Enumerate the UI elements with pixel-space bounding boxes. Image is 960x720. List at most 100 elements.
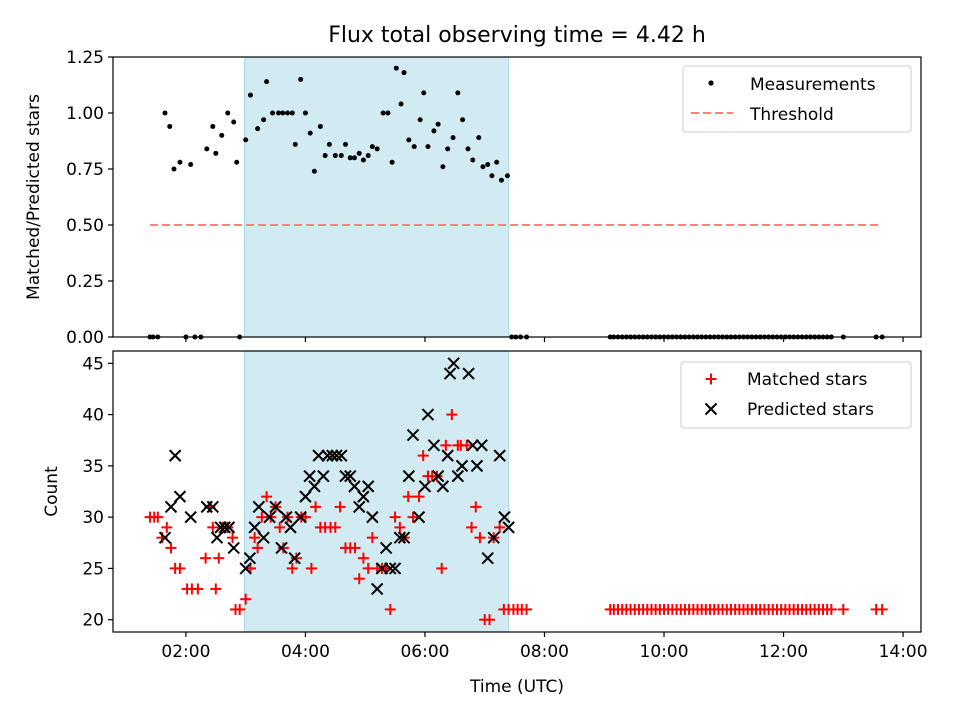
matched-star-point <box>825 603 837 615</box>
measurement-point <box>369 144 375 150</box>
predicted-star-point <box>248 521 261 534</box>
predicted-star-point <box>421 408 435 421</box>
measurement-point <box>264 79 270 85</box>
predicted-star-point <box>299 490 312 503</box>
predicted-star-point <box>284 521 297 534</box>
ratio-y-axis-label: Matched/Predicted stars <box>24 94 44 300</box>
y-tick-label: 40 <box>82 406 104 426</box>
predicted-star-point <box>502 521 515 534</box>
count-panel: 20 25 30 35 40 45 02:00 04:00 06:00 08:00 10:00 12… <box>42 350 928 697</box>
legend-predicted-label: Predicted stars <box>747 400 874 420</box>
predicted-star-point <box>462 367 475 380</box>
measurement-point <box>234 159 240 165</box>
matched-star-point <box>436 562 448 574</box>
predicted-star-point <box>168 449 182 462</box>
measurement-point <box>374 146 380 152</box>
predicted-star-point <box>257 531 270 544</box>
predicted-star-point <box>451 469 465 483</box>
measurement-point <box>417 117 423 123</box>
matched-star-point <box>192 583 204 595</box>
chart-title: Flux total observing time = 4.42 h <box>328 23 706 48</box>
predicted-star-point <box>384 562 397 575</box>
predicted-star-point <box>353 500 366 514</box>
observing-window-span <box>243 56 510 338</box>
matched-star-point <box>484 614 496 626</box>
measurement-point <box>219 132 225 138</box>
measurement-point <box>167 123 173 129</box>
measurement-point <box>470 157 476 163</box>
ratio-y-axis: 0.00 0.25 0.50 0.75 1.00 1.25 <box>66 48 113 348</box>
predicted-star-point <box>321 449 334 462</box>
matched-star-point <box>277 542 289 554</box>
predicted-star-point <box>436 480 450 493</box>
predicted-star-point <box>455 459 469 473</box>
matched-star-point <box>407 511 419 523</box>
predicted-star-point <box>427 439 441 452</box>
predicted-star-point <box>344 469 357 483</box>
x-tick-label: 12:00 <box>759 642 808 662</box>
measurement-point <box>276 110 282 116</box>
x-tick-label: 14:00 <box>879 642 928 662</box>
measurement-point <box>406 137 412 143</box>
predicted-star-point <box>357 490 370 503</box>
measurement-point <box>225 110 231 116</box>
measurement-point <box>385 110 391 116</box>
matched-star-point <box>413 491 425 503</box>
predicted-star-point <box>397 531 411 544</box>
matched-star-point <box>207 521 219 533</box>
measurement-point <box>243 137 249 143</box>
measurement-point <box>204 146 210 152</box>
legend-matched-label: Matched stars <box>747 370 867 390</box>
legend-measurements-label: Measurements <box>750 75 876 95</box>
measurement-point <box>485 162 491 168</box>
matched-star-point <box>402 491 414 503</box>
measurement-point <box>455 90 461 96</box>
y-tick-label: 20 <box>82 611 104 631</box>
predicted-star-point <box>481 551 494 565</box>
predicted-star-point <box>361 480 375 493</box>
y-tick-label: 0.50 <box>66 216 104 236</box>
matched-star-point <box>417 450 429 462</box>
measurement-point <box>162 110 168 116</box>
measurement-point <box>393 65 399 71</box>
count-panel-frame <box>112 350 922 633</box>
matched-star-point <box>240 593 252 605</box>
measurement-point <box>489 173 495 179</box>
measurement-point <box>450 135 456 141</box>
y-tick-label: 0.25 <box>66 272 104 292</box>
predicted-star-point <box>370 582 384 596</box>
ratio-legend: Measurements Threshold <box>682 65 912 133</box>
matched-star-point <box>466 521 478 533</box>
measurement-point <box>302 110 308 116</box>
ratio-panel-frame <box>112 56 922 338</box>
y-tick-label: 30 <box>82 508 104 528</box>
x-tick-label: 08:00 <box>520 642 569 662</box>
predicted-star-point <box>418 480 432 493</box>
predicted-star-point <box>222 521 236 534</box>
matched-star-point <box>305 562 317 574</box>
predicted-star-point <box>366 510 379 524</box>
predicted-star-point <box>243 551 257 565</box>
measurement-point <box>411 144 417 150</box>
predicted-star-point <box>210 531 224 544</box>
measurement-point <box>365 153 371 159</box>
matched-star-point <box>461 439 473 451</box>
predicted-star-point <box>218 521 231 534</box>
predicted-star-point <box>335 449 348 462</box>
predicted-star-point <box>173 490 187 503</box>
matched-star-point <box>357 552 369 564</box>
observing-window-span <box>243 350 510 633</box>
matched-star-point <box>440 439 452 451</box>
measurement-point <box>213 150 219 156</box>
matched-stars-points <box>144 409 888 626</box>
matched-star-point <box>200 552 212 564</box>
legend-predicted-marker <box>704 402 718 416</box>
measurement-point <box>332 153 338 159</box>
measurement-point <box>356 150 362 156</box>
count-legend-box <box>680 361 912 429</box>
predicted-star-point <box>402 469 416 483</box>
predicted-star-point <box>288 551 301 565</box>
matched-star-point <box>252 542 264 554</box>
matched-star-point <box>274 521 286 533</box>
